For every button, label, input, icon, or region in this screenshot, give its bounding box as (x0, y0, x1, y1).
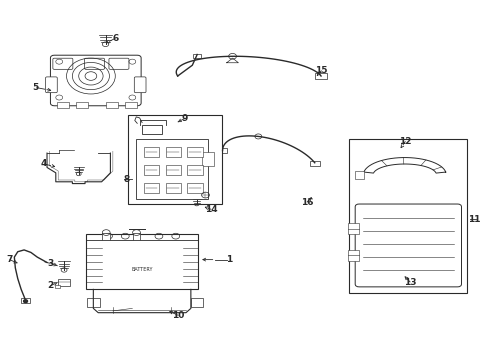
Text: 8: 8 (123, 175, 129, 184)
Text: 15: 15 (315, 66, 327, 75)
FancyBboxPatch shape (45, 77, 57, 93)
Bar (142, 125, 161, 134)
FancyBboxPatch shape (109, 58, 129, 69)
Text: 7: 7 (6, 255, 13, 264)
Text: 1: 1 (225, 255, 231, 264)
Bar (187, 183, 203, 193)
Bar (136, 139, 208, 199)
Text: 2: 2 (47, 281, 54, 290)
Bar (125, 102, 137, 108)
Bar (102, 233, 110, 240)
Bar (348, 139, 467, 293)
Text: 4: 4 (41, 159, 47, 168)
Bar (105, 102, 118, 108)
Bar (309, 161, 319, 166)
Text: 9: 9 (182, 114, 188, 123)
Text: 13: 13 (403, 278, 416, 287)
Polygon shape (363, 158, 445, 173)
Text: 16: 16 (300, 198, 312, 207)
Bar (201, 152, 213, 166)
Bar (55, 285, 60, 288)
Bar (187, 165, 203, 175)
Bar (143, 165, 159, 175)
Bar (57, 102, 69, 108)
Bar (86, 234, 198, 289)
Circle shape (23, 300, 27, 303)
Bar (193, 54, 201, 58)
Text: 10: 10 (172, 311, 184, 320)
Bar (76, 102, 88, 108)
Bar (58, 279, 70, 286)
Bar (354, 171, 363, 179)
FancyBboxPatch shape (84, 58, 104, 69)
Bar (315, 73, 326, 79)
Bar (217, 148, 227, 153)
Bar (87, 298, 100, 307)
Bar (165, 183, 181, 193)
Text: 6: 6 (112, 34, 118, 43)
Text: 14: 14 (204, 205, 217, 214)
Text: BATTERY: BATTERY (131, 267, 153, 273)
Bar (347, 250, 358, 261)
Bar (128, 116, 222, 204)
FancyBboxPatch shape (53, 58, 73, 69)
Bar (132, 233, 140, 240)
Bar (347, 223, 358, 234)
FancyBboxPatch shape (50, 55, 141, 106)
Text: 3: 3 (47, 259, 54, 268)
FancyBboxPatch shape (354, 204, 461, 287)
Bar (143, 183, 159, 193)
FancyBboxPatch shape (134, 77, 146, 93)
Text: 5: 5 (33, 83, 39, 92)
Bar (190, 298, 203, 307)
Bar (165, 165, 181, 175)
Bar (187, 147, 203, 157)
Text: 11: 11 (468, 215, 480, 224)
Text: 12: 12 (398, 137, 411, 146)
Bar (21, 298, 30, 303)
Bar (165, 147, 181, 157)
Bar (143, 147, 159, 157)
